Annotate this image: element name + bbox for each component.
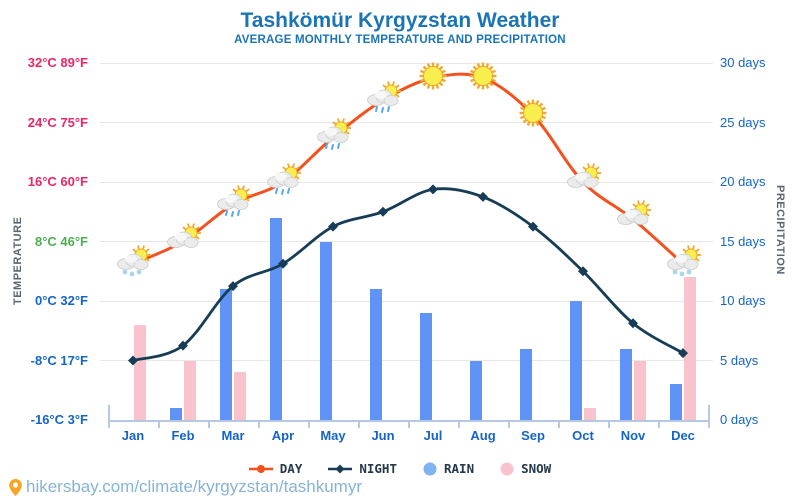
sun-cloud-icon: [614, 200, 652, 239]
snow-bar: [134, 324, 146, 420]
legend-swatch-circle: [500, 462, 514, 476]
precip-axis-tick-label: 10 days: [720, 293, 766, 308]
month-label: Jun: [371, 428, 395, 443]
precipitation-axis-title: PRECIPITATION: [774, 185, 786, 275]
rain-bar: [670, 384, 682, 420]
x-axis-tick: [608, 420, 610, 428]
legend-item-snow: SNOW: [500, 461, 551, 476]
rain-bar: [320, 241, 332, 420]
legend-item-night: NIGHT: [328, 461, 397, 476]
sun-icon: [416, 59, 450, 98]
month-label: Sep: [521, 428, 545, 443]
month-label: May: [320, 428, 346, 443]
legend-swatch-line-diamond: [328, 462, 353, 476]
rain-bar: [420, 312, 432, 420]
rain-bar: [170, 408, 182, 420]
temp-axis-tick-label: 24°C 75°F: [27, 114, 88, 130]
month-label: Nov: [620, 428, 646, 443]
temp-axis-tick-label: 32°C 89°F: [27, 55, 88, 70]
sun-icon: [466, 59, 500, 98]
rain-bar: [620, 348, 632, 420]
legend-label: DAY: [279, 461, 303, 476]
sun-icon: [516, 96, 550, 135]
page-title: Tashkömür Kyrgyzstan Weather: [240, 9, 560, 32]
month-label: Jul: [423, 428, 443, 443]
precip-axis-tick-label: 25 days: [720, 114, 766, 130]
month-label: Dec: [671, 428, 695, 443]
rain-bar: [470, 360, 482, 420]
x-axis-tick: [658, 420, 660, 428]
snow-bar: [634, 360, 646, 420]
x-axis-tick: [158, 420, 160, 428]
rain-sun-icon: [364, 81, 402, 120]
rain-sun-icon: [264, 163, 302, 202]
snow-bar: [684, 277, 696, 420]
temp-axis-tick-label: -16°C 3°F: [30, 412, 88, 427]
x-axis-tick: [508, 420, 510, 428]
x-axis-tick: [308, 420, 310, 428]
legend-label: SNOW: [521, 461, 552, 476]
x-axis-tick: [208, 420, 210, 428]
snow-bar: [184, 360, 196, 420]
x-axis-tick: [108, 405, 110, 428]
rain-bar: [570, 301, 582, 420]
month-label: Jan: [121, 428, 145, 443]
temp-axis-tick-label: -8°C 17°F: [30, 352, 88, 368]
x-axis-tick: [458, 420, 460, 428]
footer-url-link[interactable]: hikersbay.com/climate/kyrgyzstan/tashkum…: [26, 477, 363, 496]
chart-legend: DAY NIGHT RAIN SNOW: [0, 461, 800, 476]
x-axis-tick: [358, 420, 360, 428]
sun-cloud-icon: [164, 222, 202, 262]
location-pin-icon: [9, 478, 22, 496]
legend-item-day: DAY: [248, 461, 303, 476]
rain-bar: [270, 217, 282, 420]
temp-axis-tick-label: 8°C 46°F: [34, 233, 88, 249]
precip-axis-tick-label: 15 days: [720, 233, 766, 249]
precip-axis-tick-label: 20 days: [720, 174, 766, 189]
legend-item-rain: RAIN: [423, 461, 474, 476]
rain-bar: [370, 289, 382, 420]
sun-cloud-icon: [564, 163, 602, 202]
precip-axis-tick-label: 0 days: [720, 412, 759, 427]
x-axis-tick: [558, 420, 560, 428]
grid-line: [100, 62, 713, 64]
rain-sun-icon: [314, 118, 352, 157]
month-label: Aug: [470, 428, 496, 443]
temp-axis-tick-label: 16°C 60°F: [27, 174, 88, 189]
precip-axis-tick-label: 30 days: [720, 55, 766, 70]
month-label: Mar: [221, 428, 245, 443]
grid-line: [100, 300, 713, 302]
snow-bar: [234, 372, 246, 420]
snow-bar: [584, 408, 596, 420]
rain-bar: [520, 348, 532, 420]
x-axis-tick: [258, 420, 260, 428]
precip-axis-tick-label: 5 days: [720, 352, 759, 368]
grid-line: [100, 181, 713, 183]
snow-sun-icon: [664, 245, 702, 284]
legend-swatch-line-dot: [248, 462, 273, 476]
footer[interactable]: hikersbay.com/climate/kyrgyzstan/tashkum…: [8, 477, 362, 497]
chart-subtitle: AVERAGE MONTHLY TEMPERATURE AND PRECIPIT…: [234, 34, 566, 46]
legend-label: RAIN: [444, 461, 475, 476]
snow-sun-icon: [114, 245, 152, 284]
rain-sun-icon: [214, 185, 252, 224]
month-label: Apr: [271, 428, 295, 443]
legend-swatch-circle: [423, 462, 437, 476]
month-label: Feb: [171, 428, 195, 443]
grid-line: [100, 122, 713, 123]
temp-axis-tick-label: 0°C 32°F: [34, 293, 88, 308]
rain-bar: [220, 289, 232, 420]
legend-label: NIGHT: [359, 461, 397, 476]
month-label: Oct: [572, 428, 594, 443]
x-axis-tick: [408, 420, 410, 428]
x-axis-tick: [708, 405, 710, 428]
